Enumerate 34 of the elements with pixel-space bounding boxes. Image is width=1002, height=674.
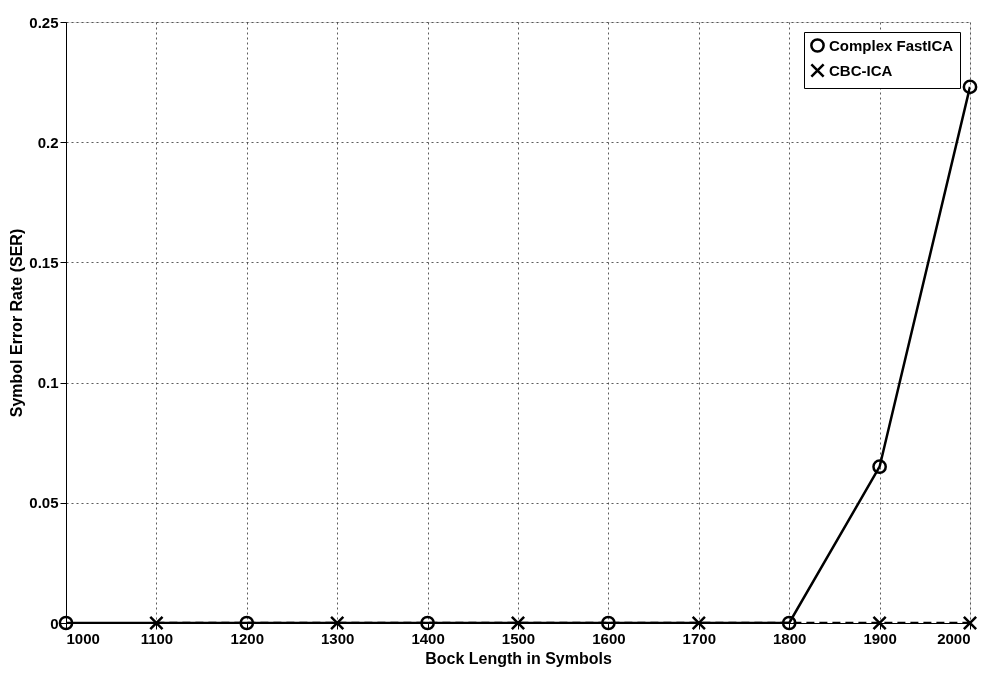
x-tick-label: 1600 (592, 629, 626, 647)
point (601, 615, 616, 631)
point (58, 615, 74, 631)
point (872, 459, 887, 475)
point (420, 615, 435, 631)
x-tick-label: 1000 (66, 629, 100, 647)
y-tick-label: 0.2 (37, 133, 59, 151)
point (691, 615, 707, 631)
x-axis-title: Bock Length in Symbols (425, 649, 612, 667)
x-tick-label: 1100 (140, 629, 174, 647)
point (239, 615, 255, 631)
point (781, 615, 797, 631)
legend-label: Complex FastICA (829, 36, 954, 54)
y-tick-label: 0.1 (37, 374, 59, 392)
x-tick-label: 2000 (937, 629, 971, 647)
point (329, 615, 345, 631)
x-tick-label: 1500 (501, 629, 536, 647)
y-tick-label: 0.15 (29, 253, 59, 271)
x-tick-label: 1700 (682, 629, 716, 647)
x-tick-label: 1900 (863, 629, 897, 647)
point (962, 79, 978, 95)
y-tick-label: 0.25 (29, 13, 59, 31)
y-axis-title: Symbol Error Rate (SER) (8, 228, 26, 418)
y-tick-label: 0.05 (29, 494, 59, 512)
point (962, 615, 978, 631)
point (872, 615, 887, 631)
x-tick-label: 1200 (230, 629, 264, 647)
x-tick-label: 1300 (321, 629, 355, 647)
point (510, 615, 526, 631)
legend-label: CBC-ICA (829, 61, 893, 79)
point (149, 615, 164, 631)
y-tick-label: 0 (50, 614, 59, 632)
x-tick-label: 1800 (773, 629, 807, 647)
x-tick-label: 1400 (411, 629, 445, 647)
